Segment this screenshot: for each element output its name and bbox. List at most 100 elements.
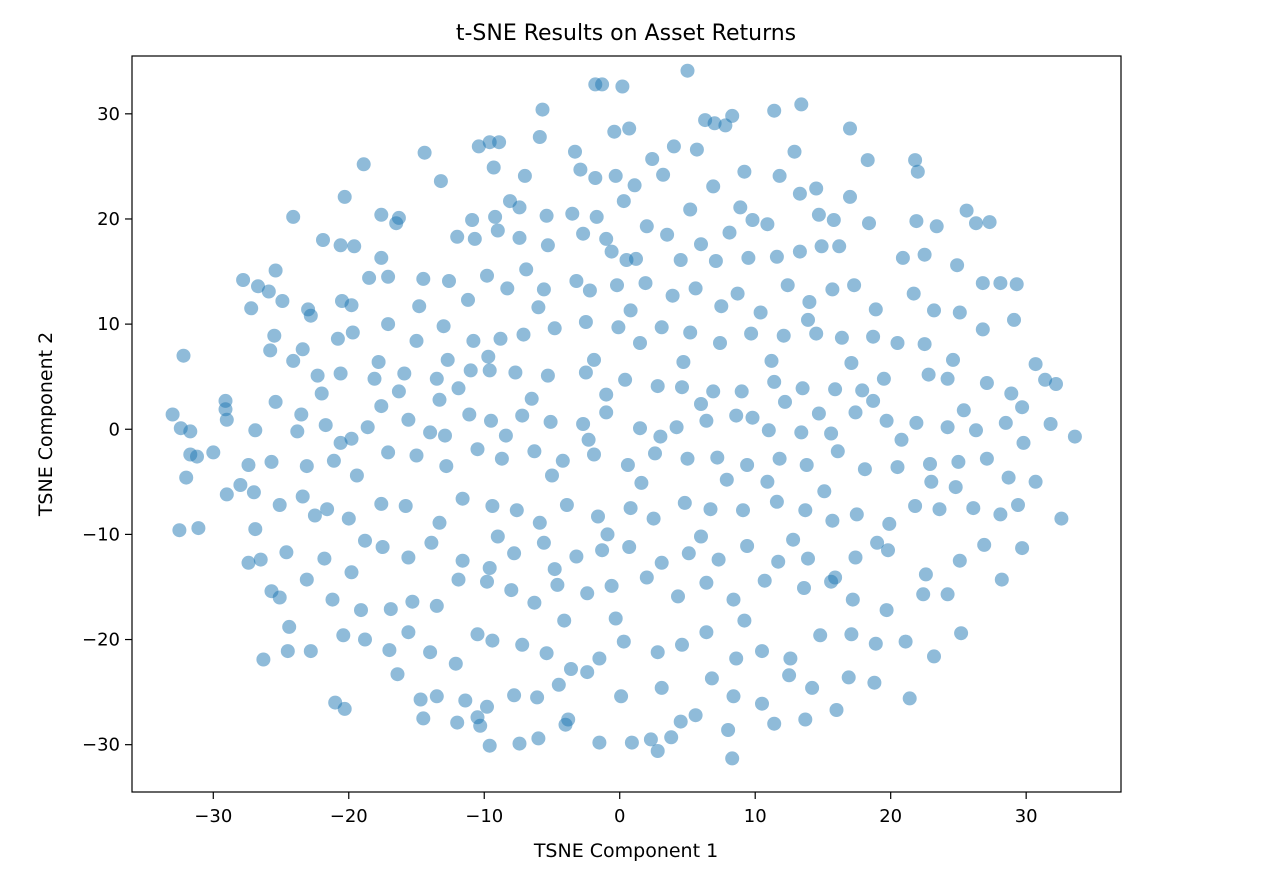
data-point bbox=[610, 278, 624, 293]
data-point bbox=[786, 532, 801, 547]
data-point bbox=[326, 453, 341, 468]
data-point bbox=[509, 503, 524, 518]
data-point bbox=[950, 258, 965, 273]
data-point bbox=[344, 298, 359, 313]
data-point bbox=[320, 502, 335, 517]
data-point bbox=[927, 303, 941, 318]
data-point bbox=[268, 263, 283, 278]
data-point bbox=[429, 689, 444, 704]
data-point bbox=[253, 552, 268, 567]
data-point bbox=[902, 691, 917, 706]
data-point bbox=[832, 239, 847, 254]
data-point bbox=[666, 139, 681, 154]
data-point bbox=[607, 124, 622, 139]
data-point bbox=[412, 299, 427, 314]
data-point bbox=[179, 470, 194, 485]
data-point bbox=[638, 276, 653, 291]
data-point bbox=[829, 703, 844, 717]
data-point bbox=[809, 326, 824, 341]
data-point bbox=[729, 651, 744, 666]
data-point bbox=[448, 656, 463, 671]
data-point bbox=[581, 432, 596, 447]
data-point bbox=[969, 216, 983, 231]
data-point bbox=[470, 442, 485, 457]
data-point bbox=[176, 348, 191, 363]
data-point bbox=[569, 274, 584, 288]
x-tick-label: −20 bbox=[330, 806, 368, 827]
data-point bbox=[767, 103, 782, 118]
data-point bbox=[424, 535, 439, 550]
data-point bbox=[206, 445, 221, 460]
data-point bbox=[689, 142, 704, 157]
data-point bbox=[455, 553, 470, 568]
data-point bbox=[654, 680, 669, 695]
data-point bbox=[480, 268, 494, 283]
data-point bbox=[924, 474, 939, 489]
data-point bbox=[848, 405, 863, 420]
data-point bbox=[458, 693, 473, 708]
data-point bbox=[470, 627, 485, 642]
data-point bbox=[665, 288, 680, 303]
data-point bbox=[1004, 386, 1019, 401]
data-point bbox=[561, 712, 576, 727]
data-point bbox=[676, 355, 691, 369]
data-point bbox=[439, 459, 454, 474]
data-point bbox=[530, 690, 545, 705]
data-point bbox=[442, 274, 456, 288]
data-point bbox=[481, 349, 496, 364]
data-point bbox=[633, 336, 647, 350]
data-point bbox=[1028, 474, 1043, 489]
data-point bbox=[917, 337, 932, 352]
data-point bbox=[650, 744, 665, 758]
data-point bbox=[515, 408, 530, 423]
data-point bbox=[423, 645, 438, 660]
data-point bbox=[512, 230, 527, 245]
data-point bbox=[299, 572, 314, 587]
data-point bbox=[677, 495, 692, 510]
data-point bbox=[740, 458, 755, 472]
data-point bbox=[783, 651, 798, 666]
data-point bbox=[405, 594, 420, 609]
data-point bbox=[423, 425, 438, 440]
data-point bbox=[772, 168, 787, 183]
data-point bbox=[261, 284, 276, 299]
data-point bbox=[898, 634, 913, 649]
data-point bbox=[531, 731, 546, 746]
data-point bbox=[263, 343, 278, 358]
data-point bbox=[736, 503, 750, 518]
data-point bbox=[294, 407, 309, 422]
data-point bbox=[694, 529, 708, 544]
data-point bbox=[708, 254, 723, 268]
data-point bbox=[436, 319, 451, 334]
data-point bbox=[847, 278, 862, 293]
data-point bbox=[568, 144, 582, 159]
data-point bbox=[614, 689, 629, 704]
data-point bbox=[769, 494, 784, 509]
data-point bbox=[172, 523, 187, 538]
data-point bbox=[599, 405, 614, 420]
data-point bbox=[848, 550, 863, 565]
data-point bbox=[333, 238, 348, 253]
data-point bbox=[480, 699, 494, 714]
data-point bbox=[519, 262, 534, 277]
data-point bbox=[722, 225, 737, 240]
data-point bbox=[741, 250, 756, 265]
data-point bbox=[959, 203, 974, 218]
data-point bbox=[218, 402, 233, 417]
data-point bbox=[721, 723, 736, 737]
data-point bbox=[391, 384, 406, 399]
data-point bbox=[879, 603, 894, 618]
data-point bbox=[620, 458, 635, 472]
data-point bbox=[809, 181, 824, 196]
data-point bbox=[890, 460, 905, 475]
data-point bbox=[798, 503, 813, 518]
data-point bbox=[413, 692, 428, 707]
data-point bbox=[401, 412, 416, 427]
data-point bbox=[337, 701, 352, 716]
data-point bbox=[616, 194, 631, 209]
data-point bbox=[975, 276, 990, 291]
data-point bbox=[794, 425, 809, 440]
data-point bbox=[792, 186, 807, 201]
data-point bbox=[589, 209, 604, 224]
data-point bbox=[855, 383, 870, 398]
